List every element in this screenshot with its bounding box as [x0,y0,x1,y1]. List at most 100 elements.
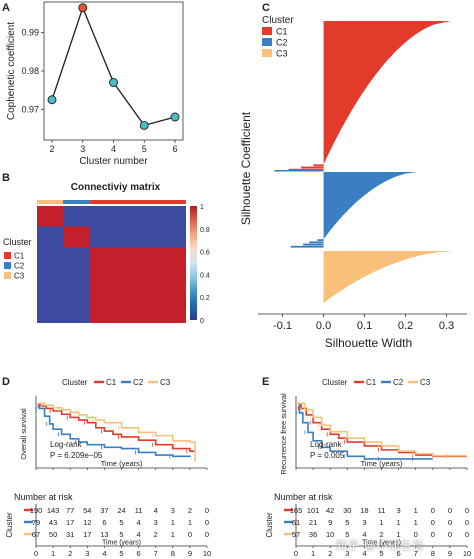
panelD-risk-cell: 0 [188,530,192,539]
panelE-risk-cell: 5 [345,530,349,539]
panelC-neg-bar-C2 [274,170,324,172]
panelC-legend-title: Cluster [262,15,294,26]
panelE-xlabel: Time (years) [361,459,403,468]
panelD-legend-title: Cluster [62,378,88,387]
panelB-legend-title: Cluster [3,237,32,247]
panelB-legend-label-C2: C2 [14,262,25,271]
panelD-risk-cell: 79 [32,518,40,527]
panelD-risk-cell: 17 [66,518,74,527]
panelB-block-C1 [90,247,186,323]
panelD-risk-xtick-label: 1 [51,549,55,558]
panelB-colorbar-label: 0.6 [200,250,210,257]
panelE-risk-cell: 5 [345,518,349,527]
panelE-risk-cell: 42 [326,506,334,515]
panelB-title: Connectiviy matrix [71,182,161,193]
panelD-risk-xtick-label: 3 [85,549,89,558]
panelB-colorbar [190,206,197,320]
panelC-neg-bar-C1 [313,164,324,167]
panelC-legend-label-C1: C1 [276,27,288,37]
panelE-risk-xtick-label: 7 [414,549,418,558]
panelE-risk-cell: 1 [414,506,418,515]
panelE-risk-xtick-label: 5 [379,549,383,558]
panelE-risk-cell: 1 [379,518,383,527]
panelE-risk-cell: 21 [309,518,317,527]
panelD-risk-title: Number at risk [14,492,73,502]
panelD-risk-xtick-label: 0 [34,549,38,558]
panelE-risk-cell: 0 [465,530,469,539]
panelD-risk-cell: 54 [83,506,91,515]
panelA-xtick-label: 2 [49,144,54,154]
panelD-risk-cell: 1 [188,518,192,527]
panelE-risk-cell: 18 [360,506,368,515]
panelD-risk-cell: 24 [117,506,125,515]
panel-label-A: A [2,2,10,14]
panelC-silhouette-C1 [323,21,451,165]
panelC-legend-label-C3: C3 [276,49,288,59]
panelD-risk-cell: 11 [135,506,143,515]
panelD-risk-xtick-label: 5 [119,549,123,558]
panelB-legend-key-C3 [4,272,11,279]
panelD-risk-cell: 31 [66,530,74,539]
panelC-xtick-label: 0.0 [316,320,331,332]
panelC-xtick-label: 0.3 [439,320,454,332]
panelC-neg-bar-C1 [288,168,324,171]
panelE-risk-cell: 1 [397,530,401,539]
panelE-risk-cell: 30 [343,506,351,515]
panelD-risk-cell: 143 [47,506,60,515]
panelA-xlabel: Cluster number [79,156,148,167]
panelE-risk-cell: 9 [328,518,332,527]
panelD-risk-cell: 43 [49,518,57,527]
panelB-colorbar-label: 0.8 [200,227,210,234]
panelD-risk-xtick-label: 8 [171,549,175,558]
panelB-annot-C3 [37,200,64,204]
watermark: 知乎 @小仙生信 [336,539,425,552]
panelD-risk-cell: 6 [102,518,106,527]
panelD-curve-C2 [36,402,191,458]
panelC-silhouette-C2 [323,172,418,240]
panelC-silhouette-C3 [323,251,455,303]
panelA-ylabel: Cophenetic coefficient [6,22,17,120]
panelB-legend-key-C1 [4,252,11,259]
panelB-colorbar-label: 1 [200,204,204,211]
panelE-risk-xtick-label: 0 [294,549,298,558]
panelB-block-C2 [63,226,91,248]
panelD-risk-cell: 190 [30,506,43,515]
panelD-risk-xtick-label: 10 [203,549,211,558]
panelC-xtick-label: 0.2 [398,320,413,332]
panelE-legend-label-C3: C3 [420,378,431,387]
panelE-legend-label-C1: C1 [366,378,377,387]
panelE-risk-xtick-label: 8 [431,549,435,558]
panelE-risk-cell: 0 [431,518,435,527]
panelD-risk-cell: 2 [154,530,158,539]
panelD-risk-cell: 37 [100,506,108,515]
panelE-risk-cell: 3 [397,506,401,515]
panelE-risk-cell: 4 [362,530,366,539]
panelE-legend-title: Cluster [322,378,348,387]
panelE-risk-cell: 61 [292,518,300,527]
panelB-legend-key-C2 [4,262,11,269]
panelD-risk-cell: 13 [100,530,108,539]
panelB-colorbar-label: 0.2 [200,295,210,302]
panelC-xtick-label: -0.1 [273,320,292,332]
panel-label-C: C [262,2,270,14]
panelE-legend-label-C2: C2 [393,378,404,387]
panelD-risk-cell: 67 [32,530,40,539]
panelD-risk-cell: 0 [205,506,209,515]
panelC-neg-bar-C2 [303,243,324,246]
panelE-risk-cell: 101 [307,506,320,515]
panel-label-D: D [2,376,10,388]
panelD-legend-label-C2: C2 [133,378,144,387]
panelD-risk-xtick-label: 2 [68,549,72,558]
panelB-annot-C1 [90,200,186,204]
panelD-risk-cell: 12 [83,518,91,527]
panelD-risk-xtick-label: 6 [137,549,141,558]
panelC-legend-key-C1 [262,27,272,35]
panelE-curve-C2 [296,402,433,460]
panelE-risk-xtick-label: 1 [311,549,315,558]
panelB-block-C3 [37,206,64,227]
panelD-risk-cell: 5 [119,530,123,539]
panelC-xlabel: Silhouette Width [325,336,412,350]
panelA-xtick-label: 6 [172,144,177,154]
panelD-risk-cell: 50 [49,530,57,539]
panelE-risk-cell: 165 [290,506,303,515]
